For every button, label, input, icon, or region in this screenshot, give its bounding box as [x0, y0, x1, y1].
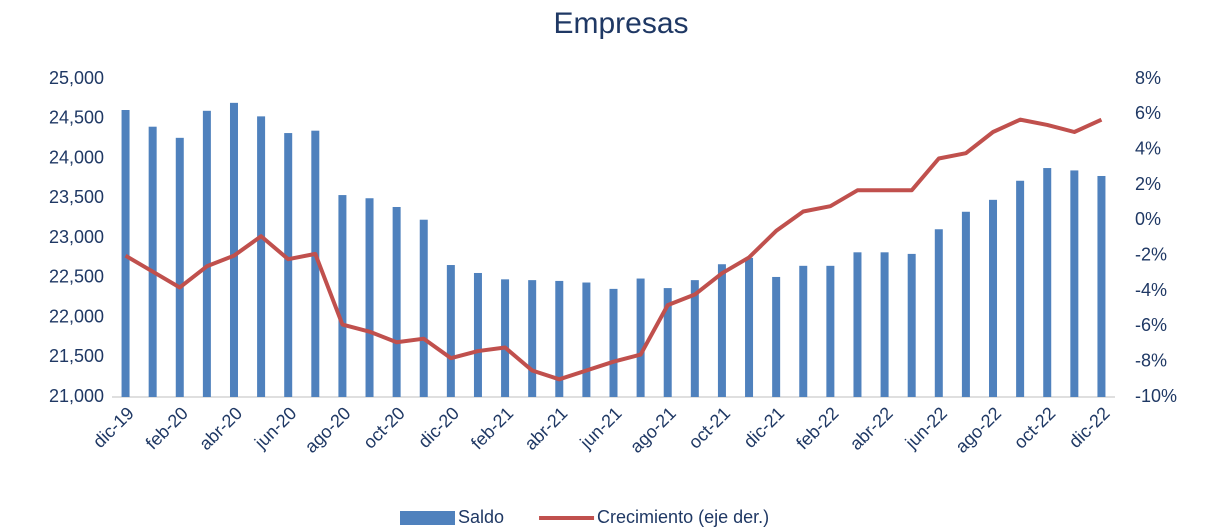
- x-tick-label: oct-21: [685, 403, 735, 453]
- bar: [338, 195, 347, 397]
- x-tick-label: jun-21: [575, 403, 625, 453]
- y-tick-label: 25,000: [49, 68, 104, 88]
- bar: [717, 264, 726, 397]
- x-tick-label: oct-22: [1010, 403, 1060, 453]
- x-tick-label: ago-21: [626, 403, 680, 457]
- bar: [284, 133, 293, 397]
- bar: [799, 265, 808, 397]
- x-tick-label: abr-20: [195, 403, 246, 454]
- x-tick-label: abr-22: [846, 403, 897, 454]
- bar: [907, 253, 916, 397]
- y-tick-label: 22,000: [49, 306, 104, 326]
- bar: [690, 280, 699, 397]
- y2-tick-label: -8%: [1135, 350, 1167, 370]
- x-tick-label: jun-20: [250, 403, 300, 453]
- bar: [501, 279, 510, 397]
- y2-tick-label: 0%: [1135, 209, 1161, 229]
- x-tick-label: dic-20: [414, 403, 463, 452]
- bar: [1043, 168, 1052, 397]
- bar: [229, 102, 238, 397]
- legend-label: Crecimiento (eje der.): [597, 507, 769, 527]
- y2-tick-label: 8%: [1135, 68, 1161, 88]
- x-tick-label: dic-21: [740, 403, 789, 452]
- bar: [1097, 175, 1106, 397]
- x-tick-label: feb-21: [467, 403, 517, 453]
- bar: [311, 130, 320, 398]
- bar: [989, 199, 998, 397]
- bar: [392, 206, 401, 397]
- bar: [419, 219, 428, 397]
- bar: [582, 282, 591, 397]
- y-tick-label: 22,500: [49, 267, 104, 287]
- bar: [473, 272, 482, 397]
- y2-tick-label: 2%: [1135, 174, 1161, 194]
- y2-tick-label: 4%: [1135, 138, 1161, 158]
- x-tick-label: ago-20: [301, 403, 355, 457]
- bar: [609, 288, 618, 397]
- bar: [772, 276, 781, 397]
- bar: [555, 280, 564, 397]
- y-tick-label: 23,500: [49, 187, 104, 207]
- bar: [446, 265, 455, 397]
- y-tick-label: 21,000: [49, 386, 104, 406]
- bar: [1016, 180, 1025, 397]
- y-tick-label: 24,500: [49, 108, 104, 128]
- y-tick-label: 23,000: [49, 227, 104, 247]
- y2-tick-label: -4%: [1135, 280, 1167, 300]
- bar: [1070, 170, 1079, 397]
- y2-tick-label: -6%: [1135, 315, 1167, 335]
- bar: [202, 110, 211, 398]
- line: [124, 117, 1103, 382]
- bar: [636, 278, 645, 397]
- chart-title: Empresas: [553, 7, 688, 40]
- y2-tick-label: -2%: [1135, 244, 1167, 264]
- bar: [148, 126, 157, 397]
- bar: [175, 137, 184, 397]
- bar: [528, 280, 537, 397]
- bar: [880, 252, 889, 397]
- bar: [121, 110, 130, 397]
- bar: [853, 252, 862, 397]
- bar: [365, 198, 374, 397]
- x-tick-label: feb-20: [142, 403, 192, 453]
- bar: [745, 257, 754, 397]
- bar: [663, 288, 672, 397]
- y-tick-label: 21,500: [49, 346, 104, 366]
- x-tick-label: feb-22: [792, 403, 842, 453]
- legend-swatch: [400, 511, 455, 525]
- bar: [961, 211, 970, 397]
- y-tick-label: 24,000: [49, 147, 104, 167]
- x-tick-label: dic-22: [1065, 403, 1114, 452]
- legend-label: Saldo: [458, 507, 504, 527]
- bar: [934, 229, 943, 397]
- x-tick-label: abr-21: [521, 403, 572, 454]
- x-tick-label: dic-19: [89, 403, 138, 452]
- y2-tick-label: 6%: [1135, 103, 1161, 123]
- x-tick-label: jun-22: [901, 403, 951, 453]
- bar: [257, 116, 266, 398]
- bar: [826, 265, 835, 397]
- y2-tick-label: -10%: [1135, 386, 1177, 406]
- x-tick-label: ago-22: [951, 403, 1005, 457]
- x-tick-label: oct-20: [359, 403, 409, 453]
